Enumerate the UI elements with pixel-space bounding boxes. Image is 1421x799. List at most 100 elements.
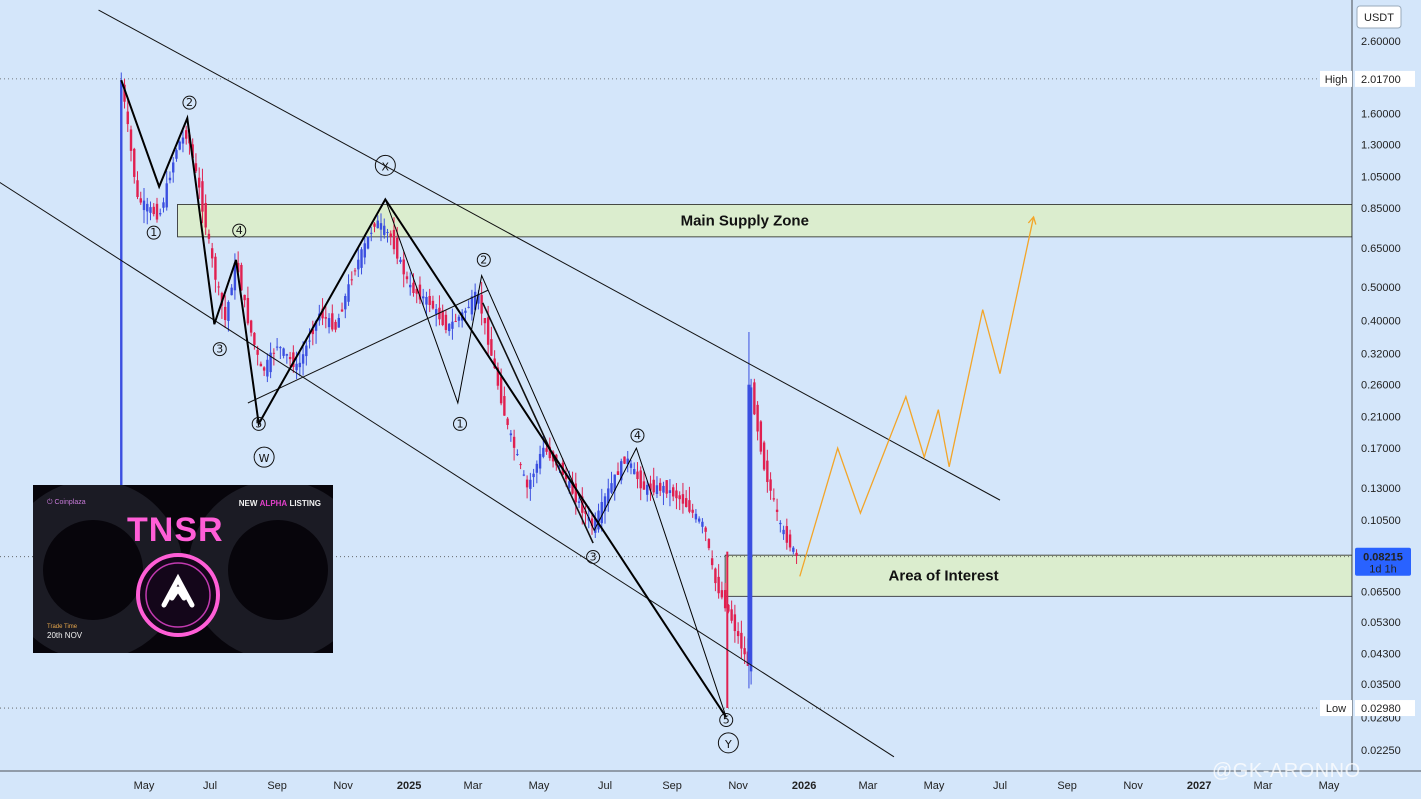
banner-headline: NEW ALPHA LISTING <box>238 499 321 508</box>
candle-body <box>597 510 600 530</box>
candle-body <box>292 352 295 368</box>
candle-body <box>155 203 159 220</box>
price-axis[interactable]: USDT 2.60000 1.60000 1.30000 1.05000 0.85000 0… <box>1320 0 1421 771</box>
candle-body <box>136 180 139 197</box>
candle-body <box>665 480 668 494</box>
wave-path-secondary <box>384 199 727 718</box>
candle-body <box>129 129 133 151</box>
high-value: 2.01700 <box>1361 74 1401 86</box>
candle-body <box>324 317 328 319</box>
wave-label-circle <box>212 342 227 357</box>
candle-body <box>522 474 526 476</box>
candle-body <box>447 323 451 332</box>
candle-body <box>714 568 717 584</box>
candle-body <box>314 320 318 331</box>
candle-body <box>253 332 256 345</box>
candle-body <box>370 232 373 234</box>
time-tick-label: May <box>1319 780 1340 792</box>
candle-body <box>684 498 688 507</box>
wave-label-5: 5 <box>255 417 262 430</box>
candle-body <box>383 225 386 235</box>
time-tick-label: Nov <box>1123 780 1143 792</box>
currency-badge <box>1356 5 1402 29</box>
candle-body <box>756 404 759 432</box>
candle-body <box>418 284 422 300</box>
wave-label-circle <box>182 95 197 110</box>
candle-body <box>496 367 500 386</box>
candle-body <box>159 213 162 215</box>
low-tag-label: Low <box>1326 703 1346 715</box>
candle-body <box>149 207 152 213</box>
banner-trade-time: Trade Time <box>47 624 78 630</box>
candle-body <box>175 150 178 159</box>
price-tick-label: 0.40000 <box>1361 315 1401 327</box>
candle-body <box>301 354 305 364</box>
time-axis[interactable]: May Jul Sep Nov 2025 Mar May Jul Sep Nov 2026 Mar Ma… <box>0 770 1421 799</box>
candle-body <box>386 232 389 234</box>
candle-body <box>396 237 399 259</box>
time-tick-label: Mar <box>464 780 483 792</box>
candle-body <box>331 313 334 330</box>
candle-body <box>402 259 405 275</box>
tensor-logo-icon <box>161 573 195 608</box>
candle-body <box>373 223 376 227</box>
candle-body <box>422 296 425 299</box>
price-tick-label: 2.60000 <box>1361 36 1401 48</box>
time-tick-label: 2025 <box>397 780 421 792</box>
wave-labels-layer: 1 2 3 4 5 W X 1 2 3 4 5 Y <box>146 95 739 754</box>
candle-body <box>639 470 642 489</box>
candle-body <box>126 111 129 125</box>
candle-body <box>266 359 269 377</box>
time-tick-label: Sep <box>1057 780 1077 792</box>
candle-body <box>405 276 409 280</box>
candle-body <box>259 363 263 367</box>
candle-body <box>720 590 724 598</box>
candle-body <box>785 526 789 543</box>
dotted-lines-layer <box>0 78 1352 709</box>
time-tick-label: Jul <box>598 780 612 792</box>
candle-body <box>782 529 785 535</box>
wave-label-circle <box>232 223 247 238</box>
candle-body <box>308 340 311 342</box>
candle-body <box>766 460 769 483</box>
candle-body <box>694 513 698 520</box>
candle-body <box>697 518 701 522</box>
candle-body <box>506 418 509 425</box>
price-tick-label: 0.06500 <box>1361 587 1401 599</box>
wave-label-y: Y <box>724 738 732 751</box>
wave-label-w: W <box>259 452 270 465</box>
trendlines-layer <box>0 9 1001 758</box>
candle-body <box>288 356 292 360</box>
candle-body <box>243 294 246 301</box>
candle-body <box>792 547 795 552</box>
candle-body <box>701 521 704 527</box>
low-value: 0.02980 <box>1361 703 1401 715</box>
candle-body <box>772 498 776 500</box>
candle-body <box>305 345 308 357</box>
candle-body <box>626 458 629 465</box>
tnsr-listing-banner: ⏻ Coinplaza NEW ALPHA LISTING TNSR Trade… <box>33 485 333 653</box>
wave-label-circle <box>476 252 491 267</box>
banner-art <box>33 485 333 653</box>
candle-body <box>688 500 691 512</box>
low-tag-bg <box>1320 700 1352 717</box>
candle-body <box>473 291 477 310</box>
candle-body <box>499 376 503 404</box>
candles-layer <box>120 72 798 709</box>
price-tick-label: 0.50000 <box>1361 282 1401 294</box>
candle-body <box>590 518 594 527</box>
wave-label-3: 3 <box>590 550 597 563</box>
currency-label: USDT <box>1364 12 1394 24</box>
wave-label-2: 2 <box>480 253 487 266</box>
candle-body <box>133 148 136 177</box>
candle-body <box>519 464 522 466</box>
candle-body <box>707 539 711 549</box>
candle-body <box>577 501 581 503</box>
banner-date: 20th NOV <box>47 631 83 640</box>
candle-body <box>545 448 548 452</box>
candle-body <box>431 300 435 309</box>
candle-body <box>470 296 474 315</box>
candle-body <box>486 317 490 345</box>
candle-body <box>538 453 542 469</box>
